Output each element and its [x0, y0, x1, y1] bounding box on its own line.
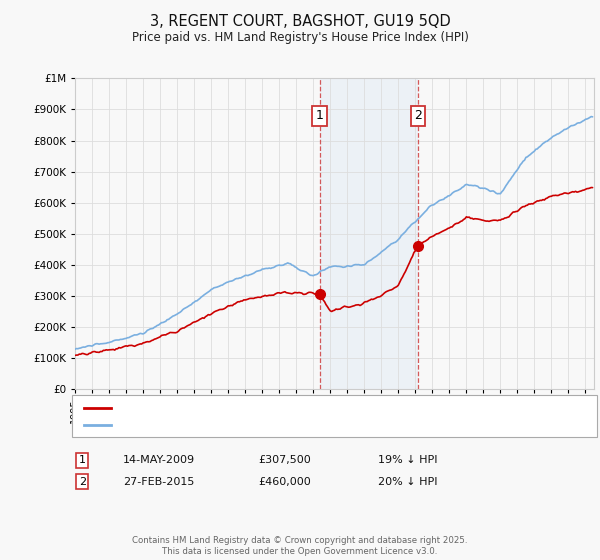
Text: 2: 2 — [79, 477, 86, 487]
Text: 3, REGENT COURT, BAGSHOT, GU19 5QD (detached house): 3, REGENT COURT, BAGSHOT, GU19 5QD (deta… — [117, 403, 426, 413]
Text: 1: 1 — [79, 455, 86, 465]
Text: 20% ↓ HPI: 20% ↓ HPI — [378, 477, 437, 487]
Text: Contains HM Land Registry data © Crown copyright and database right 2025.
This d: Contains HM Land Registry data © Crown c… — [132, 536, 468, 556]
Text: 2: 2 — [414, 109, 422, 122]
Text: 27-FEB-2015: 27-FEB-2015 — [123, 477, 194, 487]
Text: HPI: Average price, detached house, Surrey Heath: HPI: Average price, detached house, Surr… — [117, 420, 379, 430]
Text: 1: 1 — [316, 109, 323, 122]
Text: £460,000: £460,000 — [258, 477, 311, 487]
Bar — [320, 78, 418, 389]
Text: Price paid vs. HM Land Registry's House Price Index (HPI): Price paid vs. HM Land Registry's House … — [131, 31, 469, 44]
Text: £307,500: £307,500 — [258, 455, 311, 465]
Text: 19% ↓ HPI: 19% ↓ HPI — [378, 455, 437, 465]
Text: 14-MAY-2009: 14-MAY-2009 — [123, 455, 195, 465]
Text: 3, REGENT COURT, BAGSHOT, GU19 5QD: 3, REGENT COURT, BAGSHOT, GU19 5QD — [149, 14, 451, 29]
